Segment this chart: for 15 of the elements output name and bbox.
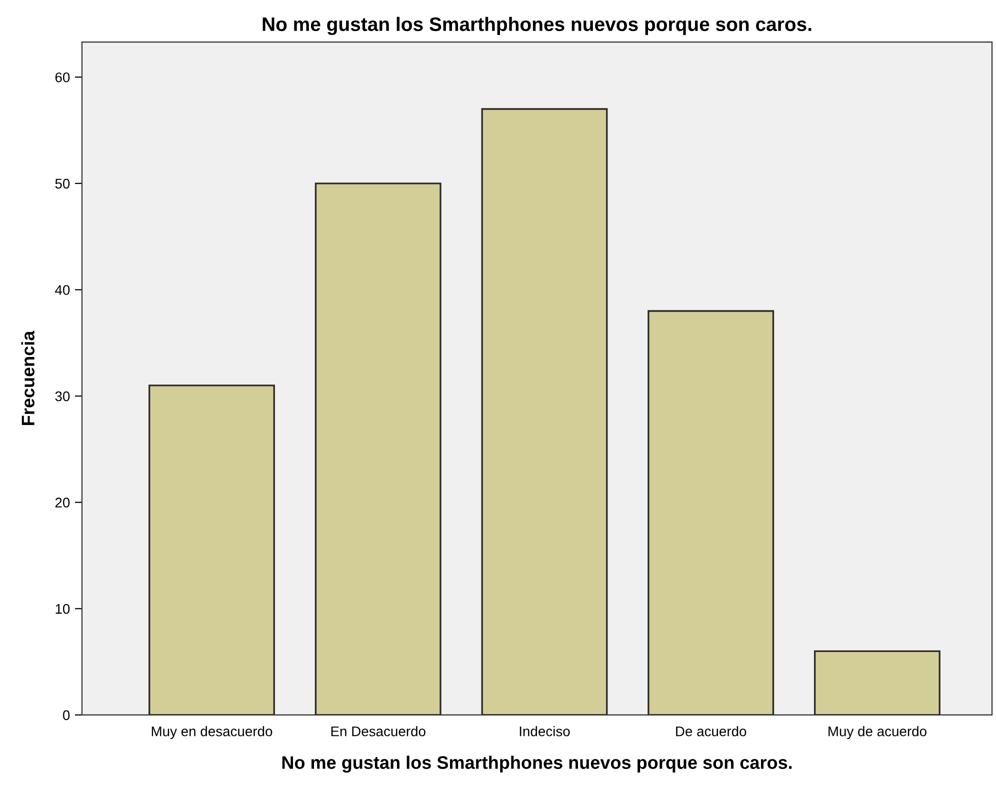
y-tick-label: 60 bbox=[55, 72, 70, 82]
x-tick-label: De acuerdo bbox=[676, 726, 746, 736]
y-tick-label: 40 bbox=[55, 285, 70, 295]
y-tick-label: 0 bbox=[62, 710, 70, 720]
y-axis-title: Frecuencia bbox=[21, 330, 34, 425]
y-tick-label: 10 bbox=[56, 604, 70, 614]
x-tick-label: En Desacuerdo bbox=[331, 726, 426, 736]
y-tick-label: 30 bbox=[55, 391, 70, 402]
x-tick-label: Muy en desacuerdo bbox=[152, 726, 272, 740]
x-tick-label: Muy de acuerdo bbox=[828, 726, 926, 740]
y-tick-label: 50 bbox=[55, 178, 70, 189]
x-axis-title: No me gustan los Smarthphones nuevos porque son caros. bbox=[282, 756, 792, 773]
y-tick-label: 20 bbox=[55, 498, 70, 508]
x-tick-label: Indeciso bbox=[520, 726, 570, 736]
chart-title: No me gustan los Smarthphones nuevos porque son caros. bbox=[262, 16, 812, 36]
